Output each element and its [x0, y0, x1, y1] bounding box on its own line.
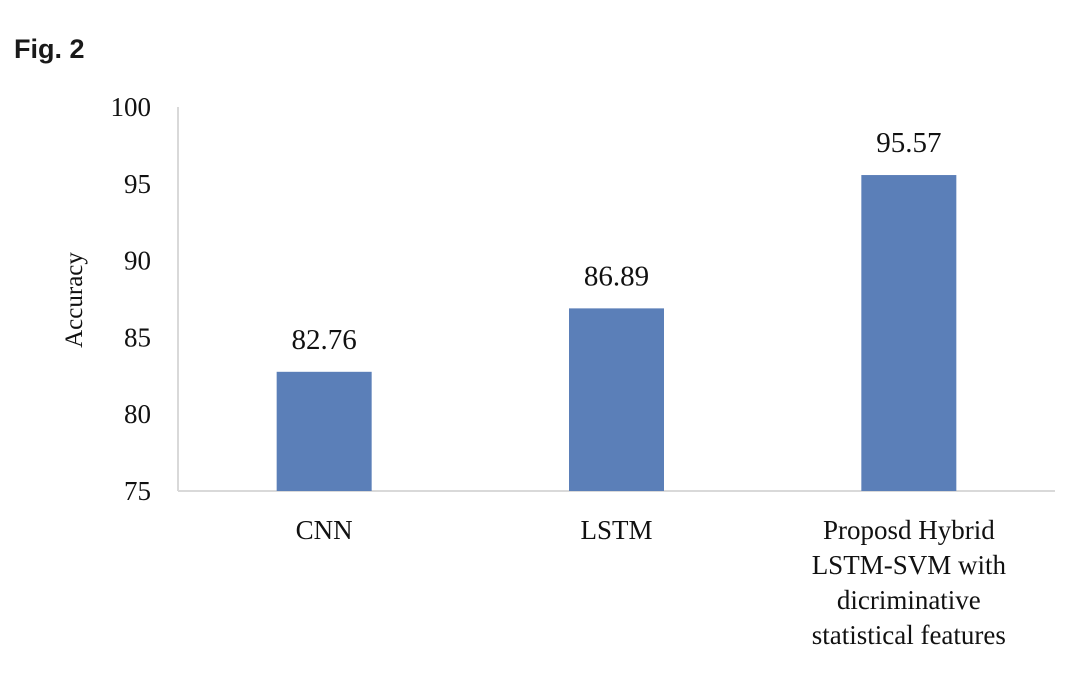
data-label: 86.89 [584, 260, 649, 292]
figure-label: Fig. 2 [14, 34, 85, 64]
y-tick-label: 100 [111, 92, 152, 122]
y-tick-label: 85 [124, 322, 151, 352]
y-tick-label: 95 [124, 169, 151, 199]
data-label: 95.57 [876, 127, 941, 159]
bar [276, 371, 372, 491]
y-tick-label: 80 [124, 399, 151, 429]
bar [861, 175, 957, 491]
y-tick-label: 75 [124, 476, 151, 506]
y-tick-label: 90 [124, 246, 151, 276]
x-category-label: Proposd Hybrid LSTM-SVM with dicriminative… [812, 515, 1007, 650]
x-category-label: CNN [296, 515, 353, 545]
y-axis-label: Accuracy [61, 252, 88, 348]
bar [569, 308, 664, 491]
x-category-label: LSTM [580, 515, 652, 545]
data-label: 82.76 [292, 324, 357, 356]
